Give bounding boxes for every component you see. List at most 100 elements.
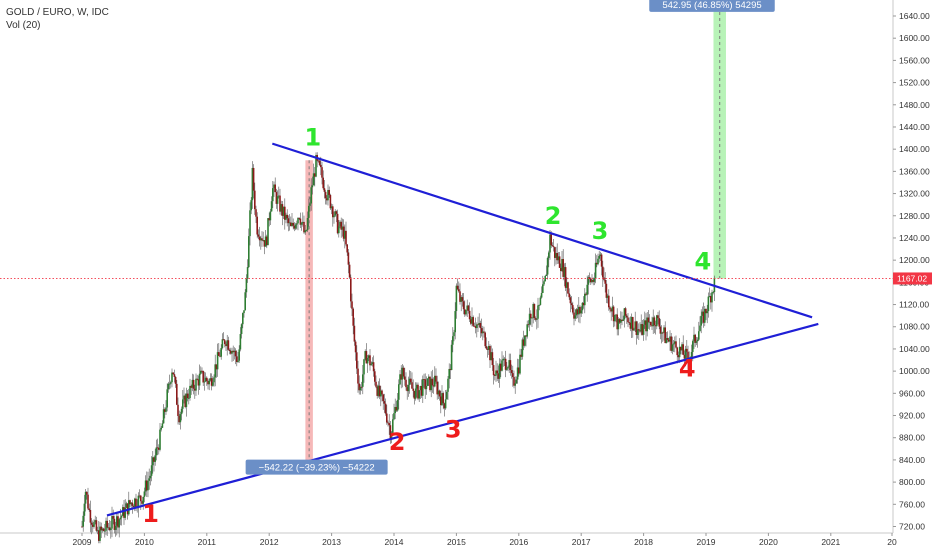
volume-indicator-label[interactable]: Vol (20) [6,20,41,31]
candle-body [444,399,447,409]
candle-body [572,305,574,313]
wave-label[interactable]: 4 [679,355,696,383]
candle-body [447,378,449,392]
measure-label-advance: 542.95 (46.85%) 54295 [662,0,761,11]
candle-body [648,321,651,323]
candle-body [544,275,546,282]
candle-body [376,386,378,396]
candle-body [165,407,167,412]
candle-body [143,491,146,497]
candle-body [564,267,567,288]
candle-body [503,358,506,360]
candle-body [422,379,424,396]
candle-body [668,339,670,342]
candle-body [437,390,440,395]
candle-body [280,204,282,212]
candle-body [521,339,524,357]
candle-body [382,394,384,402]
candle-body [432,385,435,387]
candle-body [130,502,132,505]
candle-body [560,267,562,272]
candle-body [258,236,261,241]
candle-body [431,378,434,386]
candle-body [513,377,515,386]
candle-body [202,371,204,383]
candle-body [612,306,615,322]
x-tick-label: 2015 [447,537,466,547]
candle-body [400,374,402,380]
candlestick-series [81,152,716,544]
candle-body [81,526,83,528]
candle-body [634,321,636,329]
y-tick-label: 840.00 [899,455,925,465]
wave-label[interactable]: 3 [592,217,609,245]
trendline-lower[interactable] [106,322,819,517]
candle-body [164,409,166,412]
candle-body [320,164,322,168]
candle-body [609,307,611,310]
candle-body [207,380,209,385]
y-tick-label: 800.00 [899,477,925,487]
candle-body [128,500,130,515]
wave-label[interactable]: 4 [695,248,712,276]
candle-body [550,234,552,246]
wave-label[interactable]: 1 [305,123,322,151]
candle-body [364,351,366,360]
candle-body [549,234,551,253]
candle-body [500,363,502,371]
symbol-title[interactable]: GOLD / EURO, W, IDC [6,7,109,18]
candle-body [306,218,309,231]
measure-label-box-advance[interactable] [649,0,775,12]
candle-body [524,335,526,346]
candle-body [636,329,639,336]
candle-body [210,378,213,386]
wave-label[interactable]: 1 [142,500,159,528]
wave-label[interactable]: 2 [389,428,406,456]
candle-body [272,188,274,202]
wave-label[interactable]: 3 [445,416,462,444]
wave-label[interactable]: 2 [545,202,562,230]
candle-body [222,339,225,341]
measure-label-box-decline[interactable] [245,459,388,475]
candle-body [657,315,659,319]
candle-body [440,396,442,406]
x-tick-label: 2020 [759,537,778,547]
candle-body [483,331,485,333]
candle-body [179,414,182,423]
candle-body [711,292,713,303]
candle-body [710,296,712,303]
candle-body [371,362,374,365]
candle-body [578,306,580,315]
candle-body [597,258,599,265]
candle-body [569,297,572,304]
candle-body [586,284,588,295]
candle-body [528,313,531,325]
candle-body [350,277,352,302]
candle-body [663,327,665,333]
candle-body [87,494,89,509]
candle-body [455,285,458,312]
candle-body [377,385,380,396]
candle-body [530,313,532,319]
candle-body [527,324,530,326]
current-price-tag[interactable] [893,272,932,285]
trendline-upper[interactable] [271,142,813,319]
candle-body [269,211,272,221]
candle-body [102,528,105,532]
candle-body [144,480,147,492]
candle-body [497,373,500,379]
candle-body [594,262,597,279]
candle-body [358,383,360,391]
candle-body [477,324,479,326]
candle-body [110,528,112,531]
candle-body [504,358,507,370]
y-tick-label: 1640.00 [899,11,930,21]
candle-body [294,224,297,229]
candle-body [248,236,250,268]
candle-body [464,309,466,315]
candle-body [452,336,454,345]
candle-body [514,383,516,386]
candle-body [299,218,302,225]
candle-body [460,297,462,302]
